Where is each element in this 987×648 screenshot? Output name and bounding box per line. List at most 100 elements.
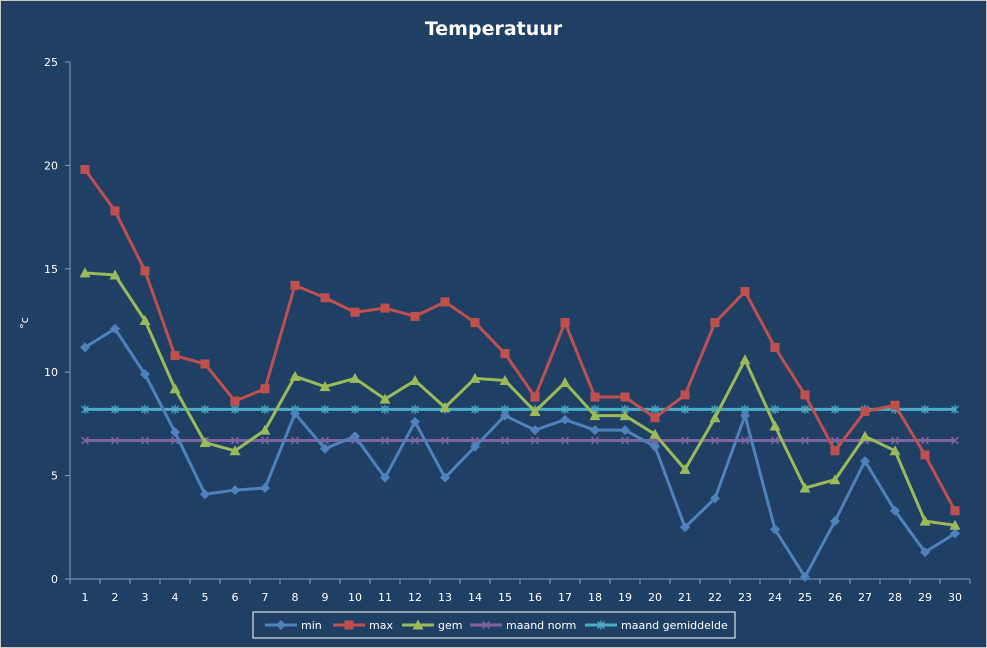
legend-entry: min	[265, 619, 322, 632]
data-point	[469, 372, 481, 383]
data-point	[770, 436, 780, 445]
data-point	[770, 524, 780, 535]
x-tick-label: 27	[858, 591, 872, 604]
data-point	[200, 489, 210, 500]
series-line	[84, 327, 956, 579]
axes	[65, 61, 971, 584]
data-point	[290, 408, 300, 419]
x-tick-label: 1	[82, 591, 89, 604]
data-point	[620, 425, 630, 436]
data-point	[950, 436, 960, 445]
data-point	[500, 410, 510, 421]
data-point	[111, 404, 119, 414]
data-point	[560, 318, 570, 328]
data-point	[830, 436, 840, 445]
data-point	[350, 307, 360, 317]
data-point	[649, 428, 661, 439]
x-tick-label: 26	[828, 591, 842, 604]
data-point	[921, 404, 929, 414]
series-max	[80, 165, 960, 516]
data-point	[800, 436, 810, 445]
data-point	[411, 404, 419, 414]
data-point	[530, 436, 540, 445]
data-point	[800, 571, 810, 582]
data-point	[620, 436, 630, 445]
data-point	[799, 482, 811, 493]
data-point	[259, 424, 271, 435]
data-point	[650, 413, 660, 423]
data-point	[650, 441, 660, 452]
x-tick-label: 30	[948, 591, 962, 604]
x-tick-label: 3	[142, 591, 149, 604]
data-point	[710, 436, 720, 445]
x-tick-label: 6	[232, 591, 239, 604]
data-point	[951, 404, 959, 414]
data-point	[920, 547, 930, 558]
data-point	[949, 519, 961, 530]
data-point	[410, 311, 420, 321]
y-axis-label: °c	[18, 317, 31, 329]
data-point	[351, 404, 359, 414]
legend-swatch-marker	[597, 620, 605, 630]
legend-entry: maand norm	[470, 619, 576, 632]
data-point	[859, 430, 871, 441]
data-point	[109, 269, 121, 280]
y-tick-label: 10	[44, 366, 58, 379]
data-point	[890, 436, 900, 445]
data-point	[110, 206, 120, 216]
x-tick-label: 9	[322, 591, 329, 604]
x-tick-label: 24	[768, 591, 782, 604]
x-tick-label: 29	[918, 591, 932, 604]
data-point	[80, 436, 90, 445]
data-point	[140, 436, 150, 445]
data-point	[829, 474, 841, 485]
data-point	[500, 349, 510, 359]
data-point	[950, 506, 960, 516]
data-point	[739, 354, 751, 365]
data-point	[80, 342, 90, 353]
data-point	[320, 293, 330, 303]
legend-label: gem	[438, 619, 462, 632]
data-point	[589, 410, 601, 421]
data-point	[500, 436, 510, 445]
legend-swatch-marker	[481, 620, 491, 630]
data-point	[410, 416, 420, 427]
data-point	[110, 436, 120, 445]
y-tick-label: 5	[51, 470, 58, 483]
legend-entry: gem	[402, 619, 462, 632]
data-point	[230, 396, 240, 406]
data-point	[769, 420, 781, 431]
data-point	[740, 410, 750, 421]
legend-label: min	[301, 619, 322, 632]
legend-entry: max	[333, 619, 393, 632]
x-tick-labels: 1 2 3 4 5 6 7 8 9 10 11 12 13 14 15 16 17 18 19 20 21 22 23 24 2…	[82, 591, 963, 604]
x-tick-label: 17	[558, 591, 572, 604]
data-point	[710, 493, 720, 504]
data-point	[679, 463, 691, 474]
x-tick-label: 25	[798, 591, 812, 604]
data-point	[170, 351, 180, 361]
data-point	[79, 267, 91, 278]
x-tick-label: 20	[648, 591, 662, 604]
data-point	[230, 436, 240, 445]
data-point	[110, 323, 120, 334]
data-point	[230, 485, 240, 496]
data-point	[740, 436, 750, 445]
x-tick-label: 22	[708, 591, 722, 604]
data-point	[261, 404, 269, 414]
data-point	[169, 383, 181, 394]
data-point	[680, 522, 690, 533]
data-point	[379, 393, 391, 404]
x-tick-label: 18	[588, 591, 602, 604]
x-tick-label: 7	[262, 591, 269, 604]
data-point	[890, 400, 900, 410]
data-point	[350, 431, 360, 442]
data-point	[289, 370, 301, 381]
x-tick-label: 15	[498, 591, 512, 604]
y-tick-label: 25	[44, 56, 58, 69]
series-gem	[79, 267, 961, 530]
data-point	[740, 287, 750, 297]
data-point	[439, 401, 451, 412]
data-point	[710, 318, 720, 328]
